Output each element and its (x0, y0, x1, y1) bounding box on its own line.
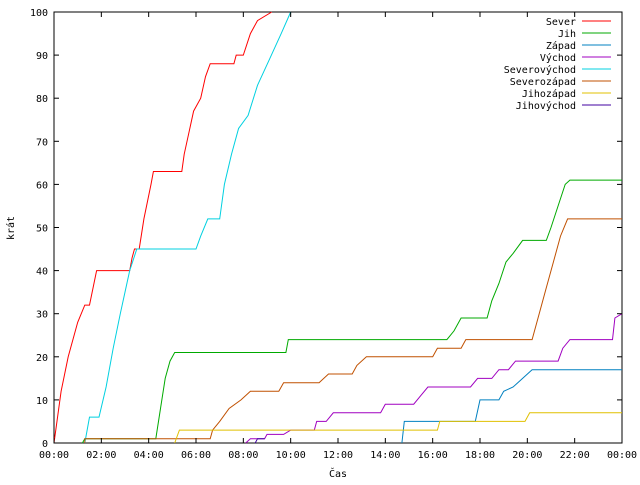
legend-label: Západ (546, 40, 576, 52)
legend-label: Sever (546, 17, 576, 28)
y-tick-label: 0 (42, 439, 48, 450)
series-line-3 (401, 369, 622, 444)
series-line-5 (84, 11, 292, 444)
x-tick-label: 04:00 (134, 450, 164, 461)
y-tick-label: 10 (36, 396, 48, 407)
x-tick-label: 16:00 (418, 450, 448, 461)
legend-label: Východ (540, 52, 576, 64)
y-tick-label: 20 (36, 353, 48, 364)
y-tick-label: 80 (36, 94, 48, 105)
x-tick-label: 10:00 (276, 450, 306, 461)
x-tick-label: 22:00 (560, 450, 590, 461)
x-tick-label: 00:00 (39, 450, 69, 461)
x-tick-label: 06:00 (181, 450, 211, 461)
series-line-6 (84, 218, 622, 443)
x-tick-label: 00:00 (607, 450, 637, 461)
x-tick-label: 14:00 (370, 450, 400, 461)
series-line-1 (53, 11, 272, 444)
legend-label: Severovýchod (504, 64, 576, 76)
legend: SeverJihZápadVýchodSeverovýchodSeverozáp… (504, 17, 611, 112)
legend-label: Jihozápad (522, 88, 576, 100)
x-tick-label: 02:00 (86, 450, 116, 461)
y-tick-label: 90 (36, 51, 48, 62)
y-axis-label: krát (5, 216, 17, 240)
x-tick-label: 18:00 (465, 450, 495, 461)
x-tick-label: 08:00 (228, 450, 258, 461)
y-tick-label: 30 (36, 310, 48, 321)
x-tick-label: 12:00 (323, 450, 353, 461)
y-tick-label: 70 (36, 137, 48, 148)
y-tick-label: 40 (36, 267, 48, 278)
y-axis: 0 10 20 30 40 50 60 70 80 90 100 (30, 8, 622, 450)
legend-label: Jih (558, 29, 576, 40)
series-line-4 (245, 313, 623, 444)
y-tick-label: 50 (36, 224, 48, 235)
y-tick-label: 60 (36, 180, 48, 191)
y-tick-label: 100 (30, 8, 48, 19)
series-line-7 (174, 412, 622, 444)
series-line-2 (81, 179, 622, 444)
x-axis: 00:00 02:00 04:00 06:00 08:00 10:00 12:00 14:00… (39, 12, 637, 461)
series-layer (53, 11, 623, 444)
legend-label: Jihovýchod (516, 100, 576, 112)
x-axis-label: Čas (329, 467, 347, 480)
series-line-8 (254, 438, 265, 444)
legend-label: Severozápad (510, 76, 576, 88)
x-tick-label: 20:00 (512, 450, 542, 461)
